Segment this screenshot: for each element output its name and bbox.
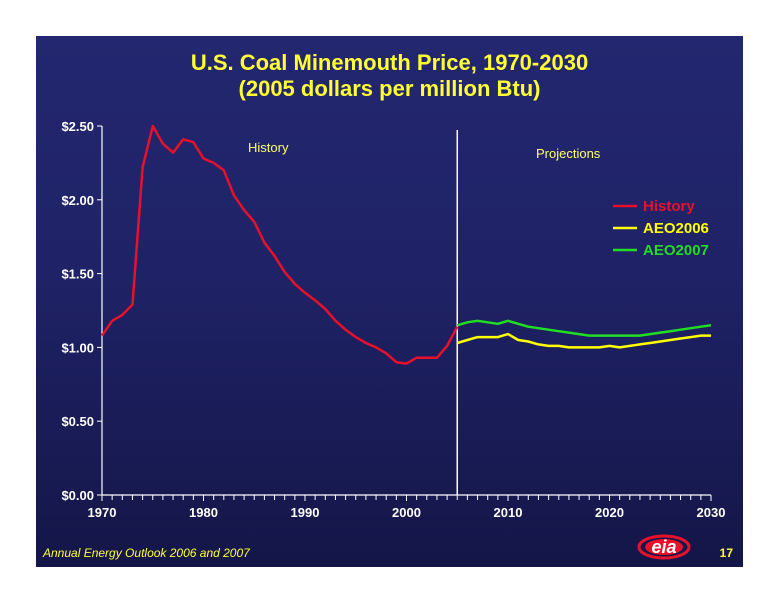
x-tick-label: 2020 [595,505,624,520]
series-line-aeo2007 [456,319,712,337]
x-tick-label: 2000 [392,505,421,520]
series-line-aeo2006 [456,332,711,349]
y-tick-label: $2.00 [61,193,94,208]
y-tick-label: $0.50 [61,414,94,429]
chart-title: U.S. Coal Minemouth Price, 1970-2030 (20… [36,50,743,102]
eia-logo-text: eia [651,537,676,557]
slide: U.S. Coal Minemouth Price, 1970-2030 (20… [36,36,743,567]
legend-label-history: History [643,198,695,215]
chart-title-line2: (2005 dollars per million Btu) [238,76,541,101]
y-tick-label: $1.00 [61,340,94,355]
y-tick-label: $2.50 [61,119,94,134]
legend-label-aeo2006: AEO2006 [643,220,709,237]
x-tick-label: 1970 [88,505,117,520]
x-tick-label: 2030 [697,505,726,520]
eia-logo: eia [637,534,691,560]
chart-area: $0.00 $0.50 $1.00 $1.50 $2.00 $2.50 1970 1980 19… [61,119,726,520]
legend-label-aeo2007: AEO2007 [643,242,709,259]
series-line-history [100,124,459,365]
footer-source: Annual Energy Outlook 2006 and 2007 [43,546,250,560]
x-tick-label: 1980 [189,505,218,520]
chart-title-line1: U.S. Coal Minemouth Price, 1970-2030 [190,50,589,75]
page-number: 17 [719,546,733,560]
x-tick-label: 1990 [291,505,320,520]
annotation-projections: Projections [536,146,601,161]
y-tick-label: $1.50 [61,267,94,282]
y-tick-label: $0.00 [61,488,94,503]
x-tick-label: 2010 [494,505,523,520]
annotation-history: History [248,140,289,155]
